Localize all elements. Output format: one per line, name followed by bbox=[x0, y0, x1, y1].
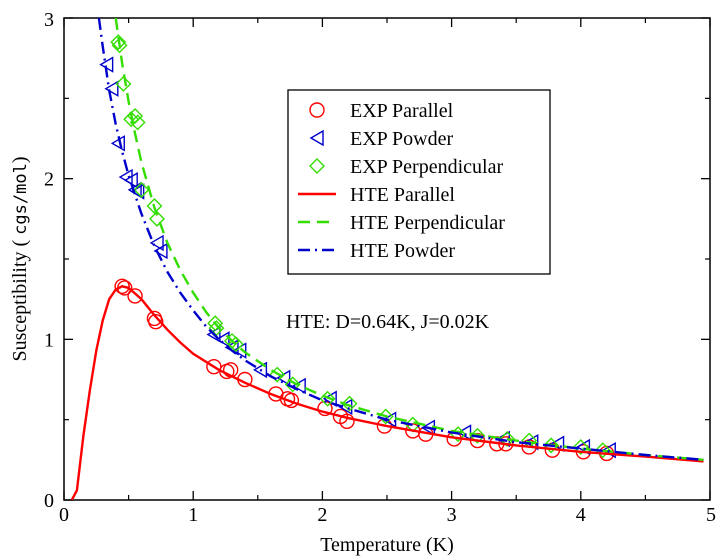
legend-item-hte-powder: HTE Powder bbox=[298, 240, 455, 262]
point-exp-perpendicular bbox=[499, 430, 516, 447]
legend-item-exp-parallel: EXP Parallel bbox=[309, 100, 454, 122]
point-exp-parallel bbox=[148, 313, 164, 330]
point-exp-perpendicular bbox=[133, 181, 150, 198]
y-axis-title: Susceptibility ( cgs/mol) bbox=[9, 157, 31, 362]
point-exp-perpendicular bbox=[146, 197, 163, 214]
legend-label-hte-powder: HTE Powder bbox=[350, 240, 455, 262]
point-exp-powder bbox=[252, 361, 268, 379]
point-exp-perpendicular bbox=[269, 366, 286, 383]
y-axis-title-prefix: Susceptibility ( bbox=[9, 235, 31, 362]
series-line-hte-parallel bbox=[70, 285, 704, 500]
x-tick-labels: 0 1 2 3 4 5 bbox=[59, 504, 716, 526]
legend: EXP Parallel EXP Powder EXP Perpendicular H… bbox=[287, 89, 551, 275]
point-exp-powder bbox=[130, 183, 145, 200]
annotation-hte-params: HTE: D=0.64K, J=0.02K bbox=[286, 311, 490, 333]
point-exp-parallel bbox=[283, 392, 300, 409]
point-exp-powder bbox=[382, 411, 397, 428]
y-tick-labels: 0 1 2 3 bbox=[44, 9, 54, 512]
y-axis-title-units: cgs/mol bbox=[11, 163, 31, 235]
point-exp-perpendicular bbox=[543, 437, 560, 454]
point-exp-perpendicular bbox=[115, 75, 132, 92]
legend-swatch-exp-parallel bbox=[309, 102, 325, 118]
legend-label-exp-parallel: EXP Parallel bbox=[350, 100, 454, 122]
point-exp-perpendicular bbox=[341, 395, 358, 412]
legend-label-hte-parallel: HTE Parallel bbox=[350, 184, 455, 206]
axis-ticks bbox=[63, 17, 711, 501]
point-exp-parallel bbox=[127, 288, 143, 304]
series-layer bbox=[70, 18, 704, 500]
series-hte-parallel bbox=[70, 285, 704, 500]
legend-label-exp-perpendicular: EXP Perpendicular bbox=[350, 156, 503, 178]
series-line-hte-perpendicular bbox=[114, 18, 704, 461]
legend-label-hte-perpendicular: HTE Perpendicular bbox=[350, 212, 505, 234]
legend-item-hte-perpendicular: HTE Perpendicular bbox=[298, 212, 505, 234]
point-exp-parallel bbox=[114, 278, 130, 295]
legend-item-exp-powder: EXP Powder bbox=[309, 128, 453, 150]
series-hte-perpendicular bbox=[114, 18, 704, 461]
x-tick-label: 0 bbox=[59, 504, 69, 526]
point-exp-powder bbox=[104, 80, 119, 97]
legend-item-exp-perpendicular: EXP Perpendicular bbox=[309, 156, 503, 178]
series-hte-powder bbox=[97, 18, 704, 461]
point-exp-perpendicular bbox=[227, 336, 244, 353]
point-exp-perpendicular bbox=[110, 34, 127, 51]
legend-item-hte-parallel: HTE Parallel bbox=[298, 184, 455, 206]
legend-swatch-exp-perpendicular bbox=[309, 158, 325, 174]
series-line-hte-powder bbox=[97, 18, 704, 461]
y-tick-label: 2 bbox=[44, 169, 54, 191]
x-tick-label: 4 bbox=[576, 504, 586, 526]
legend-label-exp-powder: EXP Powder bbox=[350, 128, 453, 150]
point-exp-perpendicular bbox=[149, 210, 166, 227]
x-tick-label: 3 bbox=[447, 504, 457, 526]
legend-swatch-exp-powder bbox=[309, 129, 324, 147]
x-axis-title: Temperature (K) bbox=[320, 534, 454, 556]
point-exp-perpendicular bbox=[572, 438, 589, 455]
point-exp-powder bbox=[149, 234, 164, 252]
x-tick-label: 5 bbox=[706, 504, 716, 526]
point-exp-perpendicular bbox=[284, 376, 301, 393]
y-tick-label: 1 bbox=[44, 329, 54, 351]
legend-box bbox=[287, 89, 551, 275]
x-tick-label: 2 bbox=[317, 504, 327, 526]
y-tick-label: 0 bbox=[44, 490, 54, 512]
point-exp-perpendicular bbox=[594, 442, 611, 459]
point-exp-parallel bbox=[339, 413, 355, 429]
point-exp-perpendicular bbox=[111, 37, 128, 54]
point-exp-powder bbox=[153, 242, 168, 260]
y-axis-title-suffix: ) bbox=[9, 157, 31, 164]
y-tick-label: 3 bbox=[44, 9, 54, 31]
point-exp-powder bbox=[457, 424, 472, 441]
point-exp-powder bbox=[291, 377, 306, 395]
x-tick-label: 1 bbox=[188, 504, 198, 526]
point-exp-powder bbox=[550, 435, 565, 452]
point-exp-powder bbox=[206, 326, 221, 343]
point-exp-perpendicular bbox=[207, 315, 224, 332]
